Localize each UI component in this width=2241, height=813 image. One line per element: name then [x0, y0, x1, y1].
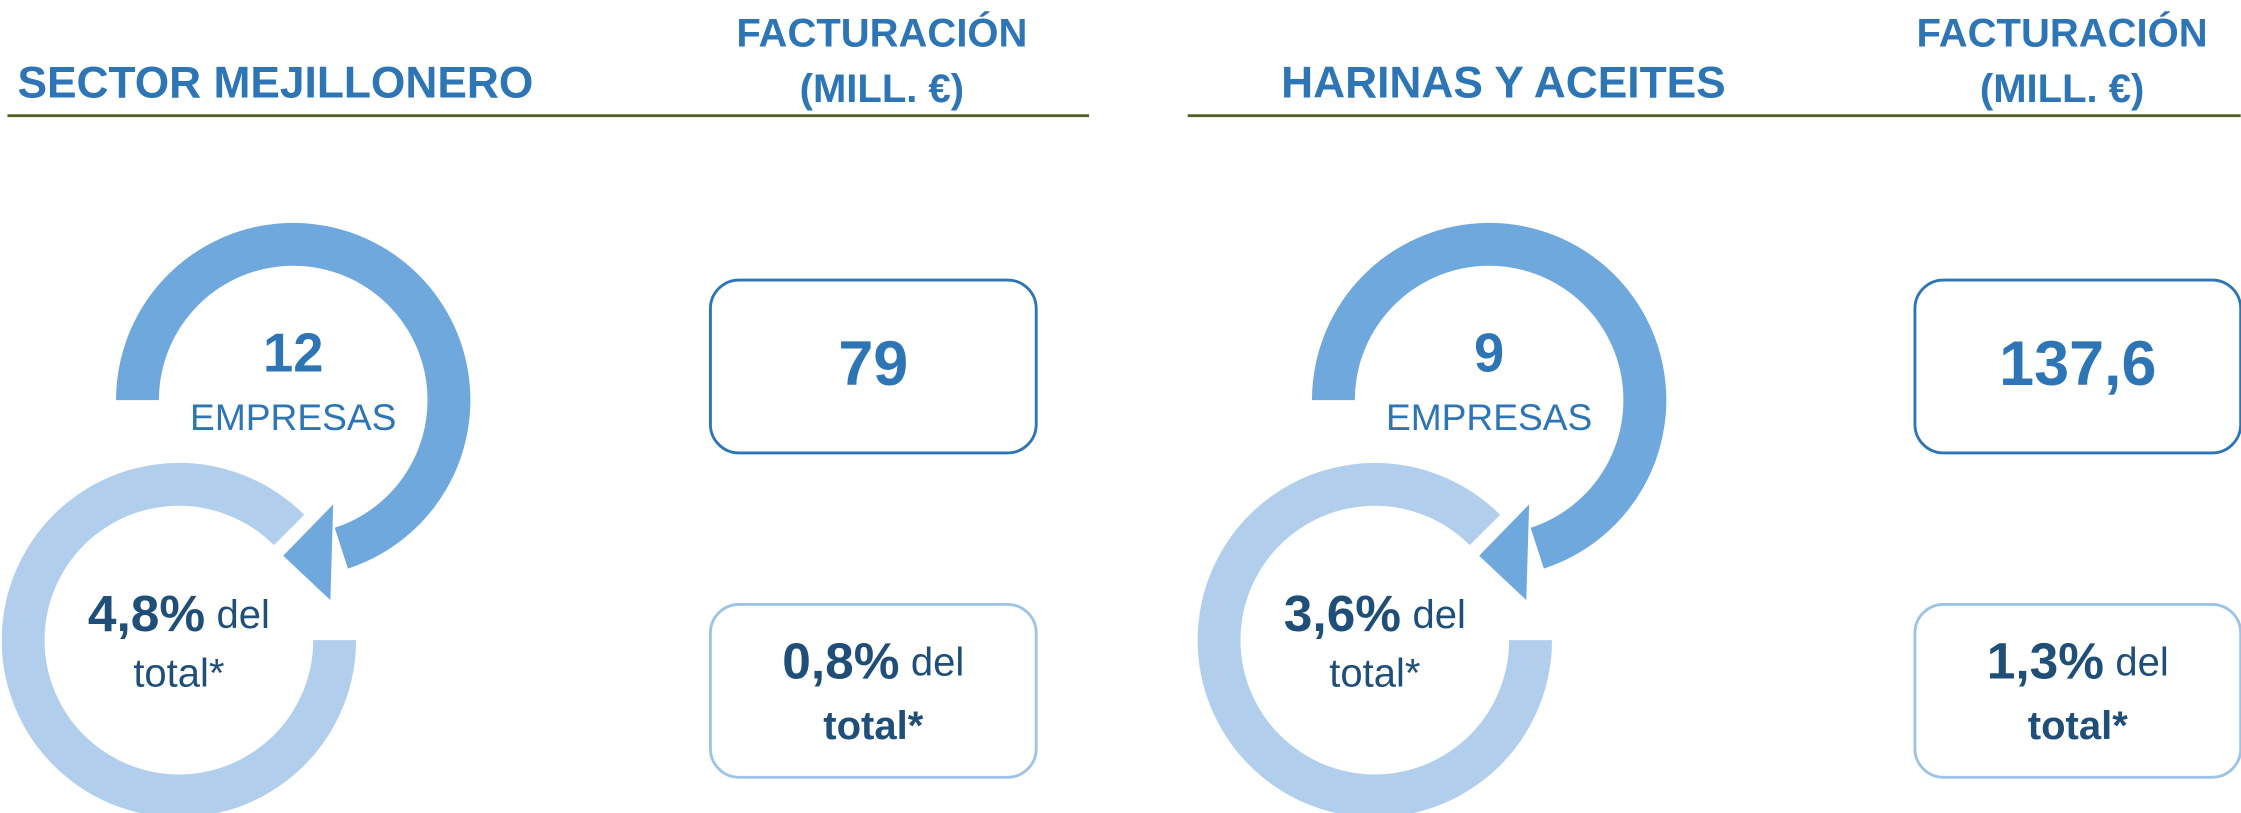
- column-header: (MILL. €): [1980, 67, 2144, 111]
- companies-count: 9: [1474, 323, 1504, 384]
- share-value: 3,6%: [1284, 584, 1401, 642]
- share-text: total*: [133, 651, 224, 695]
- share-text: total*: [2028, 704, 2128, 748]
- revenue-value: 137,6: [1999, 329, 2156, 399]
- companies-label: EMPRESAS: [1386, 396, 1592, 438]
- companies-ring: [1311, 222, 1667, 569]
- share-text: total*: [823, 704, 923, 748]
- companies-count: 12: [263, 323, 323, 384]
- share-text: del: [217, 593, 270, 637]
- share-ring: [1, 462, 357, 813]
- revenue-share: 1,3% del: [1987, 631, 2169, 689]
- companies-ring: [116, 222, 471, 569]
- ring-arrowhead: [1479, 504, 1530, 601]
- panel-title: SECTOR MEJILLONERO: [17, 58, 533, 107]
- companies-share: 3,6% del: [1284, 584, 1466, 642]
- panel: HARINAS Y ACEITES FACTURACIÓN (MILL. €) 9 EM…: [1187, 9, 2241, 813]
- share-text: del: [2115, 640, 2168, 684]
- column-header: FACTURACIÓN: [1917, 9, 2208, 55]
- panel-title: HARINAS Y ACEITES: [1281, 58, 1726, 107]
- revenue-share-box: [708, 602, 1038, 779]
- companies-label: EMPRESAS: [190, 396, 396, 438]
- share-value: 4,8%: [88, 584, 205, 642]
- revenue-share: 0,8% del: [782, 631, 964, 689]
- share-text: del: [911, 640, 964, 684]
- share-text: total*: [1329, 651, 1420, 695]
- share-ring: [1197, 462, 1553, 813]
- share-text: del: [1412, 593, 1465, 637]
- revenue-value: 79: [838, 329, 908, 399]
- companies-share: 4,8% del: [88, 584, 270, 642]
- share-value: 1,3%: [1987, 631, 2104, 689]
- panel: SECTOR MEJILLONERO FACTURACIÓN (MILL. €) 12…: [1, 9, 1090, 813]
- revenue-box: [708, 278, 1038, 455]
- share-value: 0,8%: [782, 631, 899, 689]
- column-header: FACTURACIÓN: [736, 9, 1027, 55]
- column-header: (MILL. €): [800, 67, 964, 111]
- ring-arrowhead: [283, 504, 334, 601]
